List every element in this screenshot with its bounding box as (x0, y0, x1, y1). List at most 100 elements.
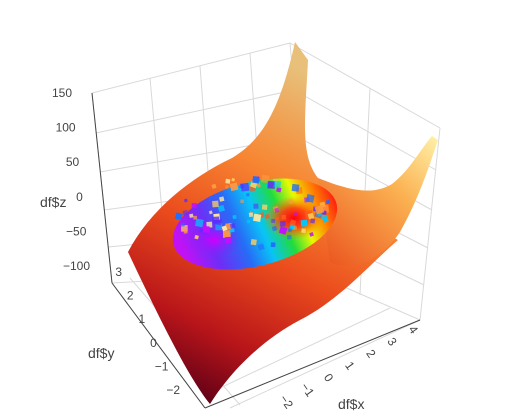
x-axis-title: df$x (338, 396, 364, 412)
axis-lines (91, 92, 421, 409)
disc-speckle (209, 195, 213, 200)
disc-speckle (240, 199, 244, 204)
disc-speckle (253, 213, 262, 222)
disc-speckle (206, 221, 213, 228)
x-tick-label: −2 (277, 392, 297, 412)
saddle-surface-right (318, 136, 438, 266)
disc-speckle (309, 231, 314, 237)
disc-speckle (224, 236, 232, 244)
disc-speckle (275, 216, 280, 221)
disc-speckle (246, 219, 251, 224)
disc-speckle (212, 200, 219, 208)
disc-speckle (280, 221, 286, 227)
disc-speckle (278, 226, 288, 235)
disc-speckle (264, 213, 270, 219)
disc-speckle (219, 196, 225, 202)
disc-speckle (281, 214, 287, 220)
disc-speckle (246, 193, 250, 197)
disc-speckle (325, 199, 331, 205)
disc-speckle (232, 214, 237, 220)
disc-speckle (256, 183, 261, 188)
disc-speckle (261, 204, 268, 210)
disc-speckle (305, 194, 315, 203)
disc-speckle (286, 234, 292, 240)
disc-speckle (191, 203, 197, 209)
surface-layer (128, 42, 438, 404)
disc-speckle (271, 218, 276, 224)
disc-speckle (276, 187, 282, 193)
disc-speckle (183, 198, 188, 203)
y-tick-label: −1 (155, 359, 169, 373)
y-tick-label: 0 (150, 336, 157, 350)
disc-speckle (248, 212, 254, 217)
disc-speckle (310, 218, 316, 224)
disc-speckle (322, 216, 329, 223)
z-tick-label: 0 (76, 190, 83, 204)
disc-speckle (287, 228, 292, 233)
disc-speckle (252, 176, 260, 184)
disc-speckle (274, 207, 280, 213)
disc-speckles (174, 174, 331, 251)
disc-speckle (253, 203, 259, 209)
disc-speckle (267, 181, 276, 189)
y-tick-label: 2 (127, 289, 134, 303)
disc-speckle (291, 183, 300, 192)
disc-speckle (182, 209, 189, 216)
y-tick-label: −2 (166, 383, 180, 397)
disc-speckle (261, 174, 270, 184)
x-tick-label: −1 (298, 380, 318, 400)
disc-speckle (314, 204, 325, 215)
z-tick-label: 50 (66, 155, 80, 169)
disc-speckle (307, 212, 315, 220)
disc-speckle (231, 177, 236, 182)
x-tick-label: 3 (384, 335, 399, 349)
disc-speckle (229, 182, 239, 192)
disc-speckle (194, 218, 204, 228)
disc-speckle (270, 242, 276, 248)
x-tick-label: 2 (363, 347, 378, 361)
disc-speckle (189, 213, 194, 218)
disc-speckle (193, 215, 197, 220)
z-axis-ticks: −100 −50 0 50 100 150 (52, 86, 90, 273)
disc-speckle (289, 219, 297, 227)
disc-speckle (229, 223, 236, 229)
disc-speckle (240, 182, 250, 192)
disc-speckle (288, 199, 294, 204)
disc-speckle (194, 234, 199, 240)
disc-speckle (250, 239, 257, 246)
y-axis-title: df$y (88, 345, 114, 361)
disc-speckle (225, 185, 229, 189)
disc-speckle (225, 178, 231, 184)
disc-speckle (215, 223, 223, 231)
y-tick-label: 3 (115, 265, 122, 279)
disc-speckle (174, 212, 183, 221)
disc-speckle (202, 226, 210, 233)
disc-speckle (301, 228, 306, 233)
disc-speckle (180, 222, 185, 227)
disc-speckle (257, 243, 265, 251)
disc-speckle (273, 180, 282, 189)
z-tick-label: 150 (52, 86, 72, 100)
disc-speckle (293, 226, 298, 230)
y-axis-line (111, 282, 206, 409)
z-tick-label: −50 (66, 224, 87, 238)
disc-speckle (208, 210, 213, 215)
y-tick-label: 1 (139, 312, 146, 326)
x-tick-label: 1 (342, 359, 357, 373)
z-axis-title: df$z (40, 194, 66, 210)
x-tick-label: 0 (321, 371, 336, 385)
disc-speckle (211, 183, 217, 189)
z-tick-label: −100 (63, 259, 90, 273)
z-axis-line (91, 92, 113, 284)
disc-speckle (217, 204, 225, 213)
disc-speckle (300, 219, 308, 227)
disc-speckle (294, 212, 298, 216)
disc-speckle (183, 229, 188, 234)
disc-speckle (212, 216, 220, 224)
disc-speckle (222, 230, 231, 238)
disc-speckle (221, 225, 228, 232)
x-axis-line (204, 319, 421, 409)
